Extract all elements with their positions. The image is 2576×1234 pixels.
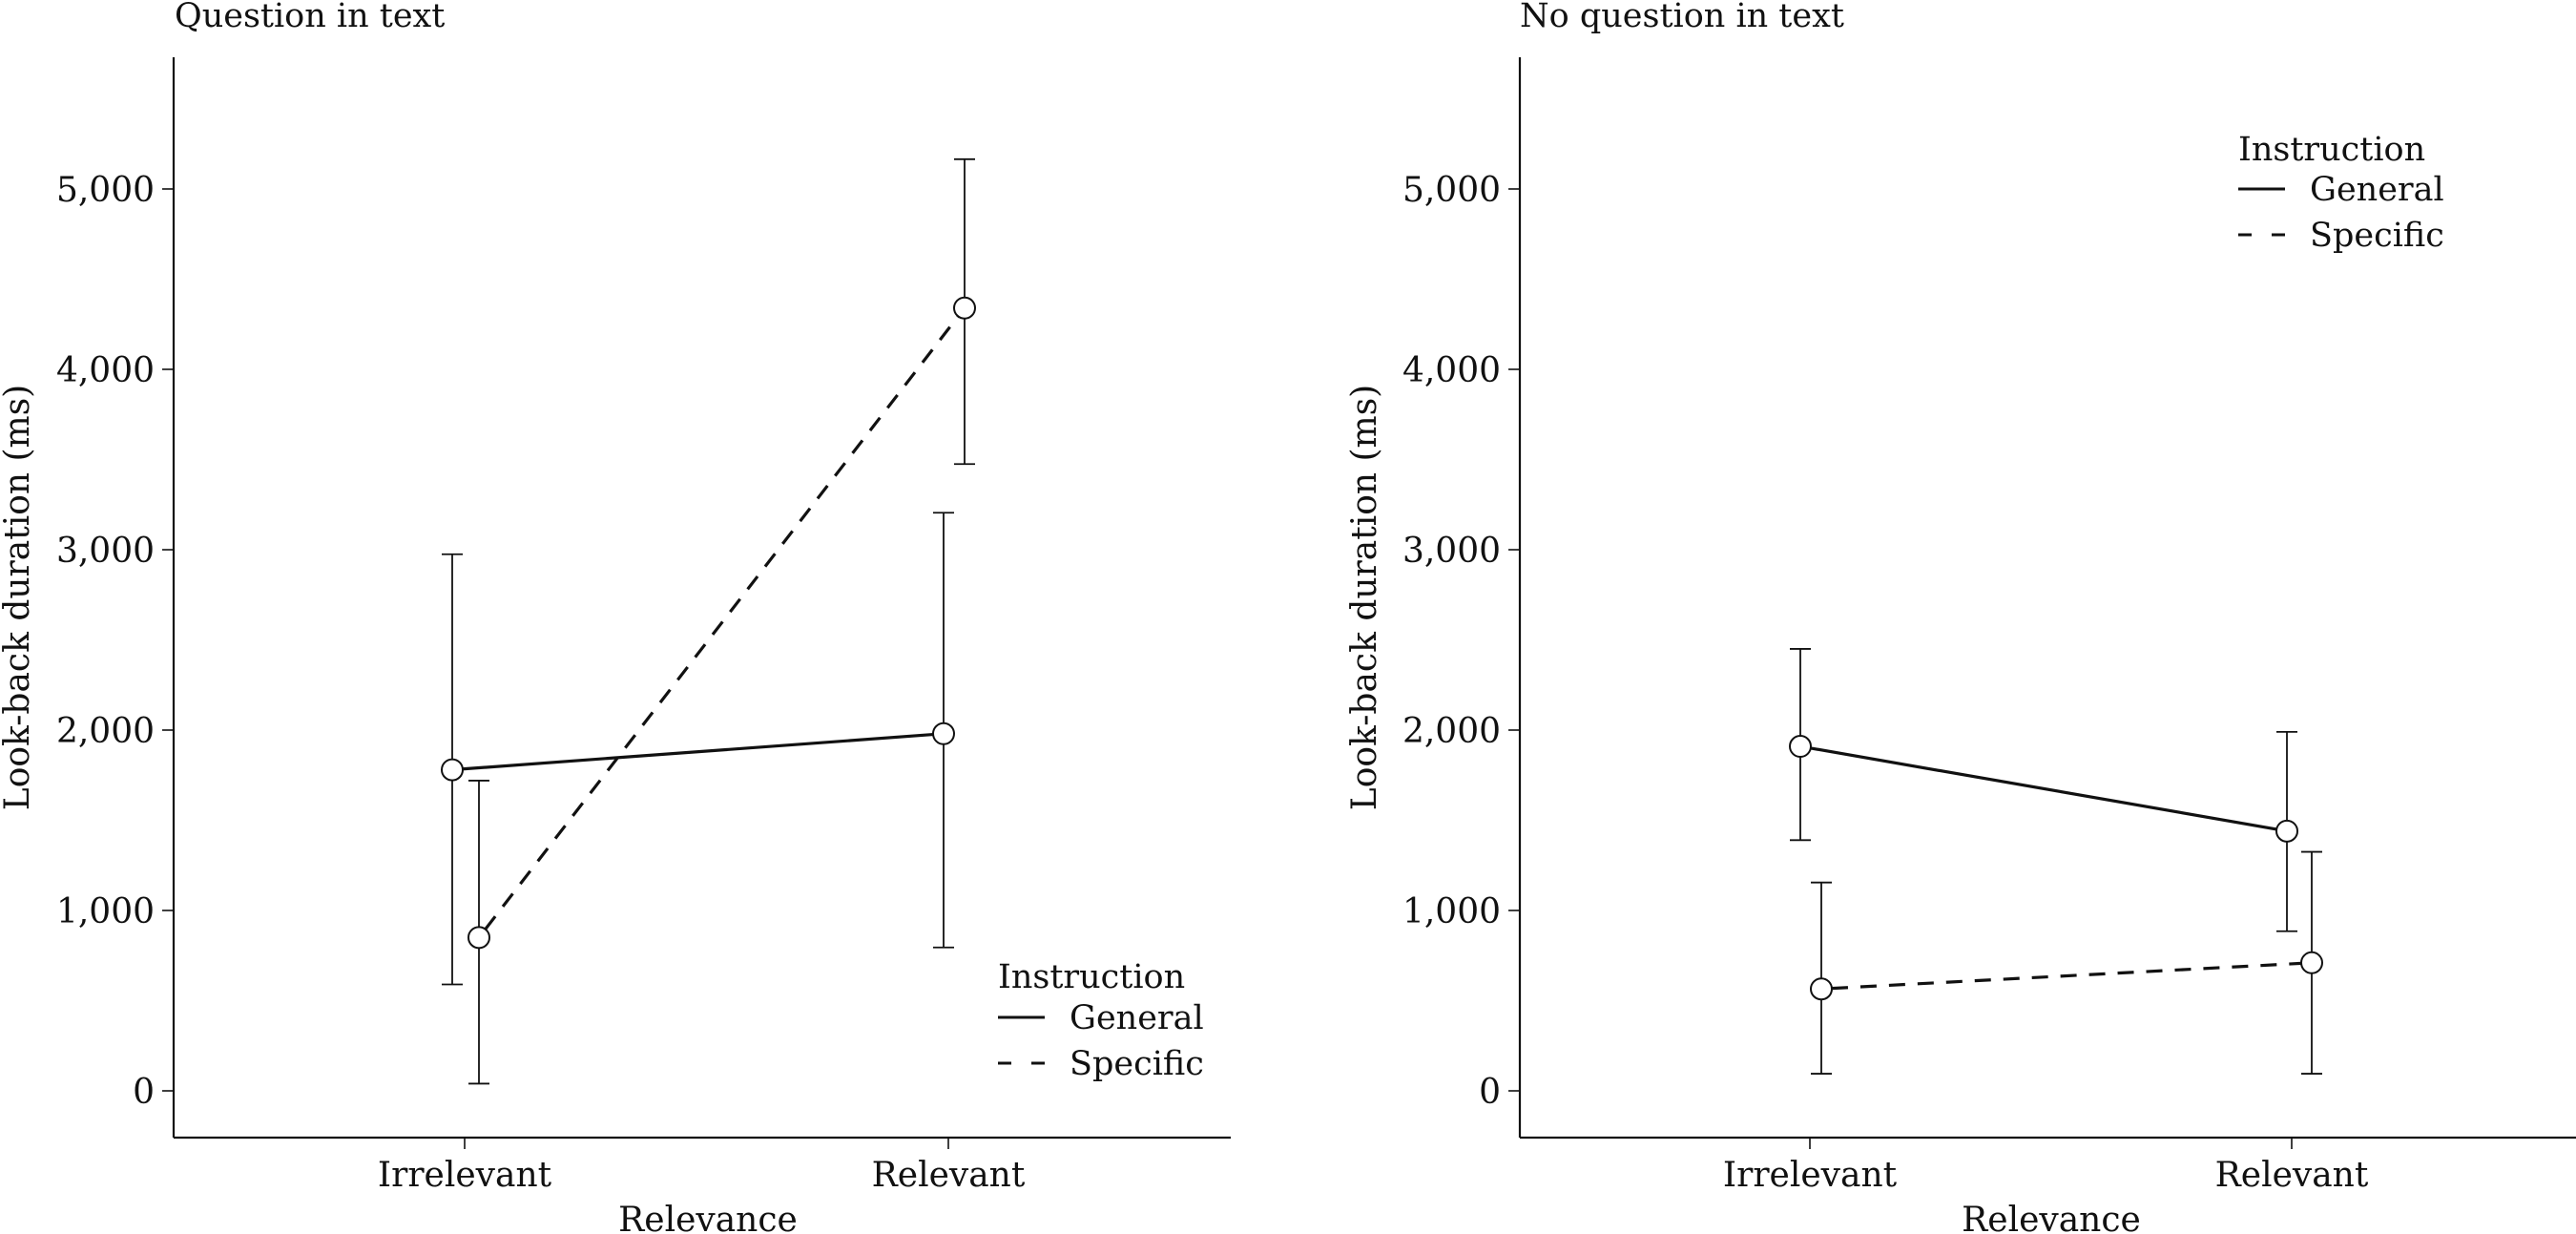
series-line (462, 732, 934, 771)
x-tick-label-irrelevant: Irrelevant (378, 1156, 552, 1195)
x-tick-label-irrelevant: Irrelevant (1723, 1156, 1898, 1195)
y-tick-label: 4,000 (1402, 351, 1501, 390)
y-tick-label: 4,000 (56, 351, 155, 390)
legend: Instruction General Specific (2238, 131, 2444, 255)
panel-no-question-in-text: No question in text Look-back duration (… (1345, 0, 2576, 1234)
y-tick-label: 1,000 (1402, 892, 1501, 931)
data-point (2300, 951, 2323, 974)
y-tick-label: 2,000 (56, 712, 155, 751)
series-line (484, 315, 960, 931)
y-tick-label: 5,000 (1402, 171, 1501, 210)
legend-title: Instruction (998, 958, 1185, 996)
y-tick-label: 3,000 (56, 532, 155, 571)
plot-area: 0 1,000 2,000 3,000 4,000 5,000 (1402, 57, 2576, 1149)
x-tick-label-relevant: Relevant (872, 1156, 1026, 1195)
data-point (2275, 819, 2298, 843)
data-point (953, 296, 976, 320)
data-point (467, 926, 490, 950)
series-general (1789, 648, 2298, 932)
y-tick-label: 0 (1479, 1073, 1501, 1112)
panel-title: Question in text (175, 0, 445, 35)
legend-item-general: General (1070, 999, 1204, 1037)
y-tick-label: 2,000 (1402, 712, 1501, 751)
y-axis-label: Look-back duration (ms) (0, 385, 37, 810)
legend-item-general: General (2310, 171, 2444, 209)
x-axis-label: Relevance (1962, 1201, 2141, 1234)
plot-area: 0 1,000 2,000 3,000 4,000 5,000 (56, 57, 1231, 1149)
series-line (1810, 746, 2277, 831)
y-axis-label: Look-back duration (ms) (1345, 385, 1384, 810)
y-tick-label: 0 (133, 1073, 155, 1112)
series-specific (467, 157, 976, 1085)
data-point (932, 722, 955, 745)
series-specific (1810, 850, 2323, 1075)
y-tick-label: 5,000 (56, 171, 155, 210)
data-point (1789, 735, 1812, 759)
y-tick-label: 1,000 (56, 892, 155, 931)
series-line (1831, 961, 2302, 991)
legend-title: Instruction (2238, 131, 2425, 169)
series-general (441, 512, 955, 986)
data-point (441, 758, 464, 782)
data-point (1810, 977, 1833, 1001)
y-tick-label: 3,000 (1402, 532, 1501, 571)
legend-item-specific: Specific (2310, 217, 2444, 255)
x-tick-label-relevant: Relevant (2215, 1156, 2369, 1195)
legend-item-specific: Specific (1070, 1045, 1204, 1083)
panel-question-in-text: Question in text Look-back duration (ms)… (0, 0, 1231, 1234)
panel-title: No question in text (1520, 0, 1844, 35)
x-axis-label: Relevance (618, 1201, 798, 1234)
legend: Instruction General Specific (998, 958, 1204, 1083)
